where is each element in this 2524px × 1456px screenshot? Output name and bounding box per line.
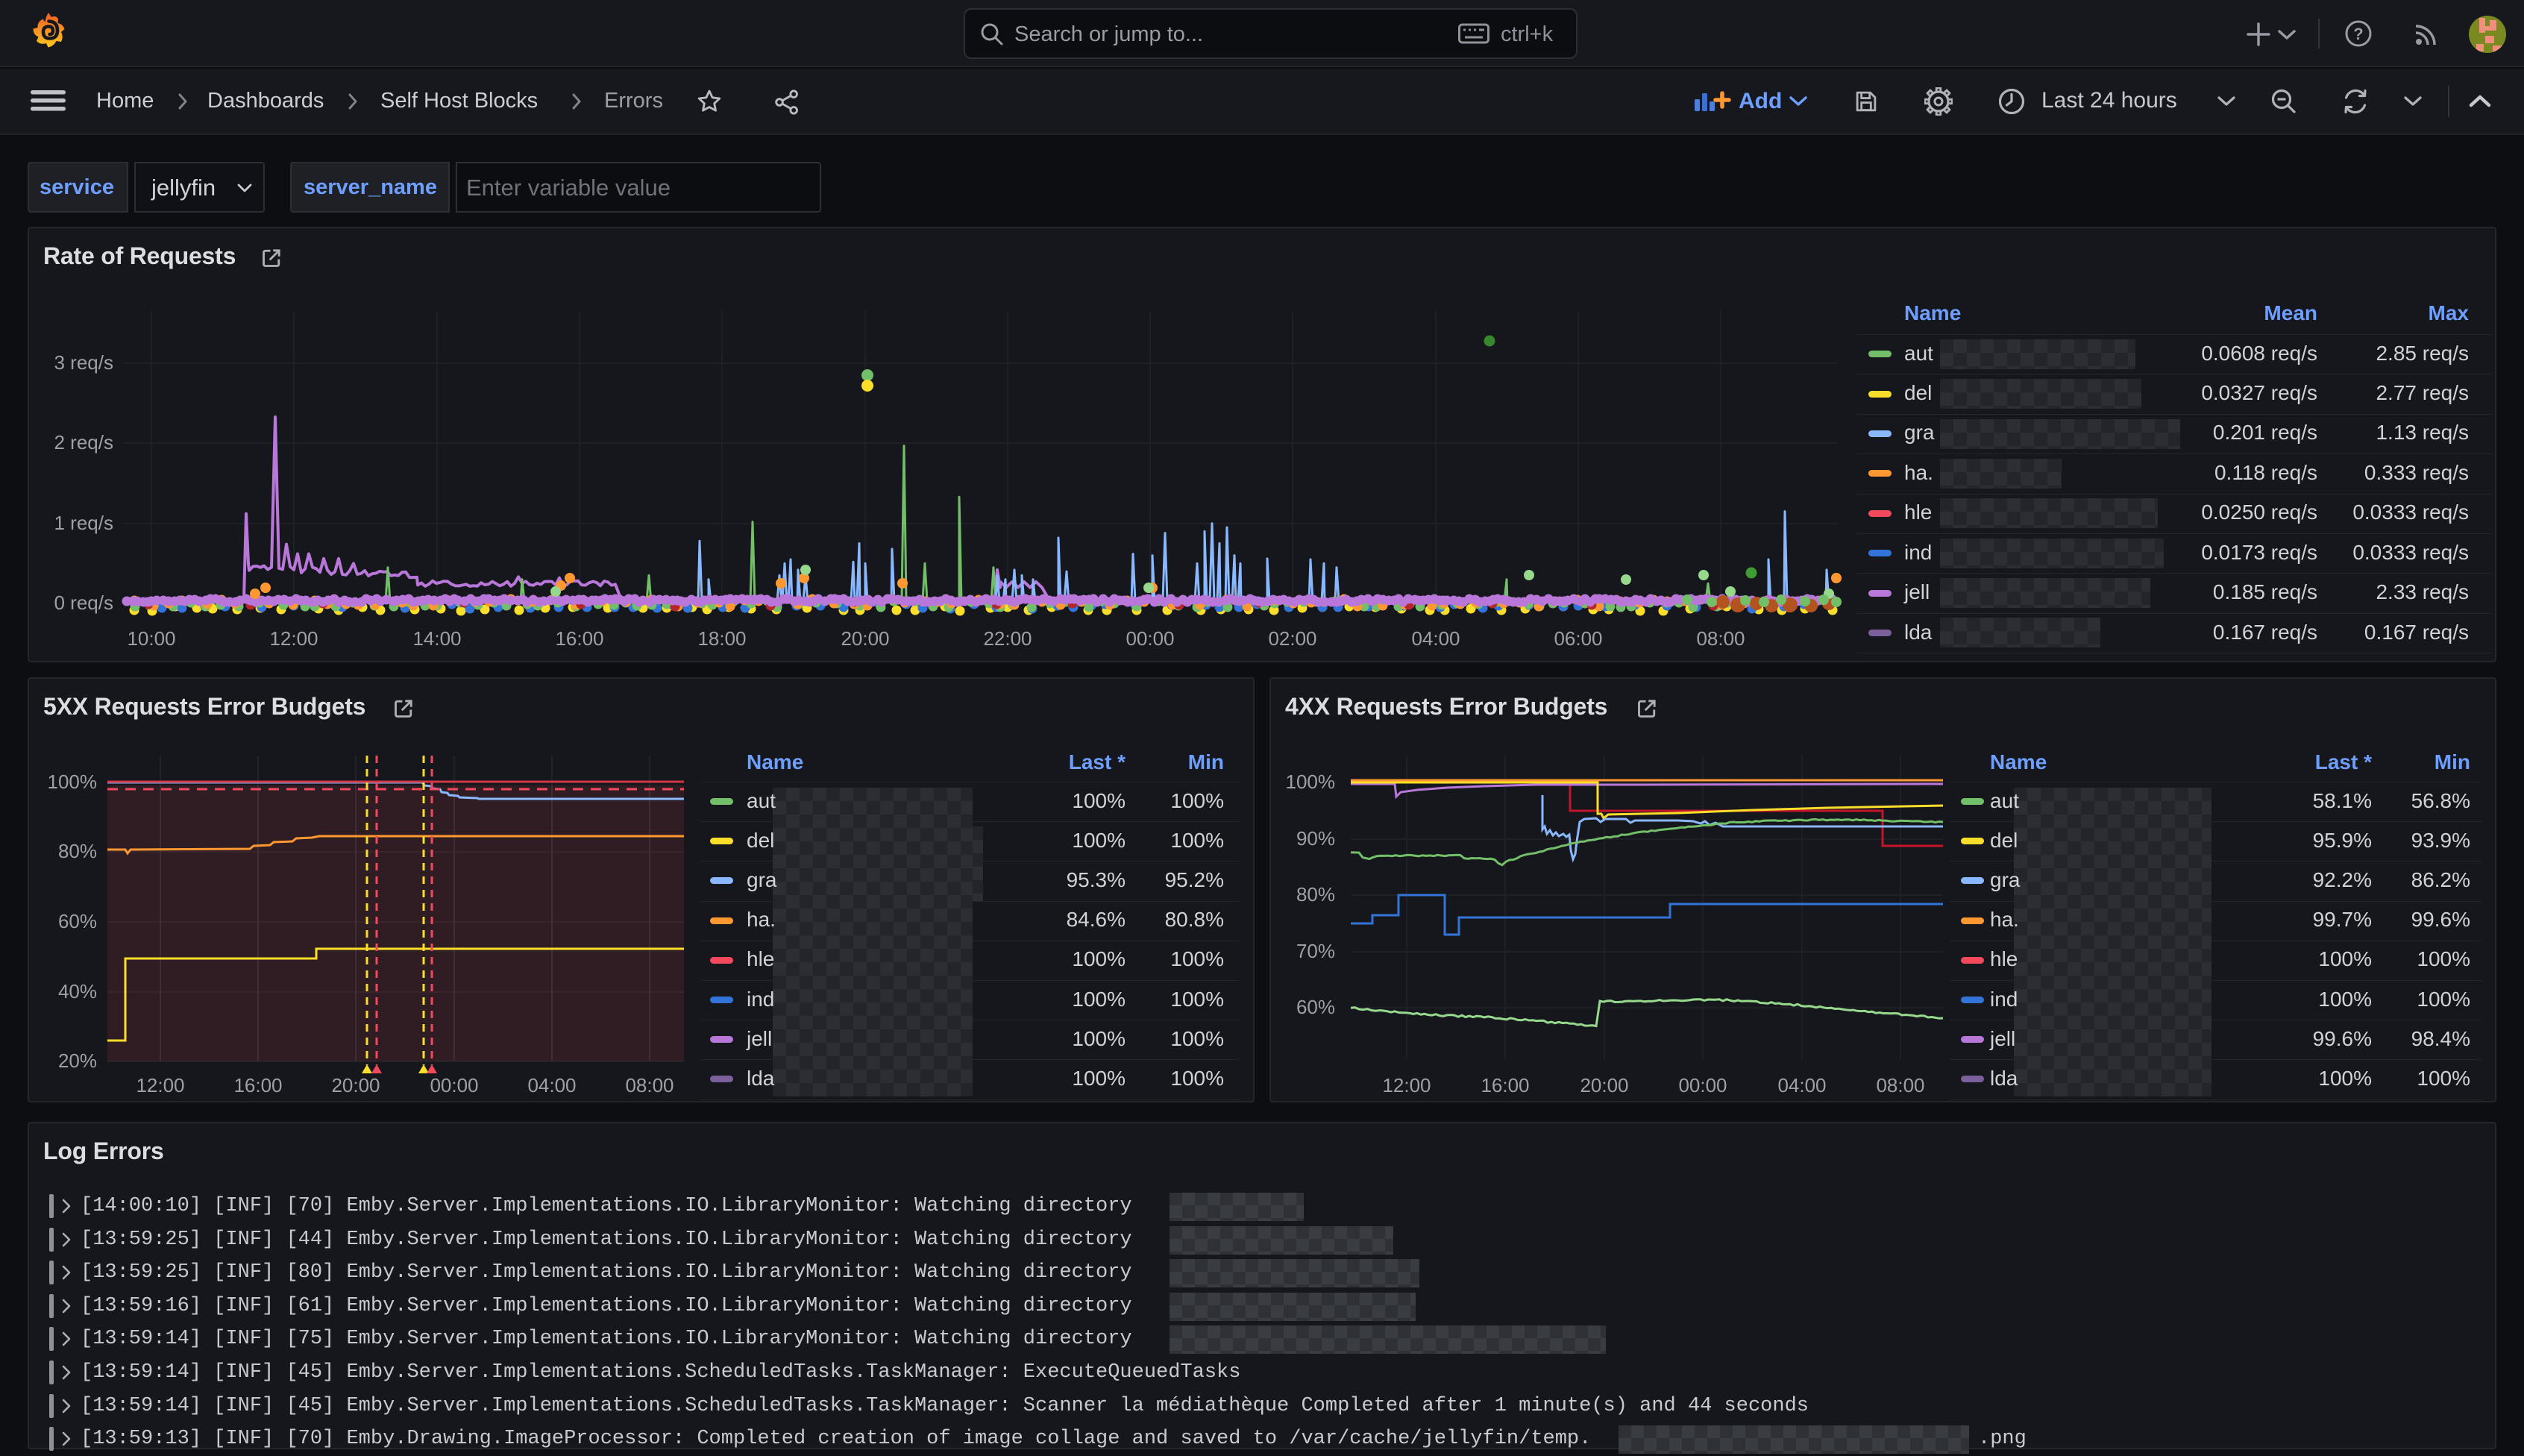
svg-text:?: ? bbox=[2353, 25, 2363, 43]
